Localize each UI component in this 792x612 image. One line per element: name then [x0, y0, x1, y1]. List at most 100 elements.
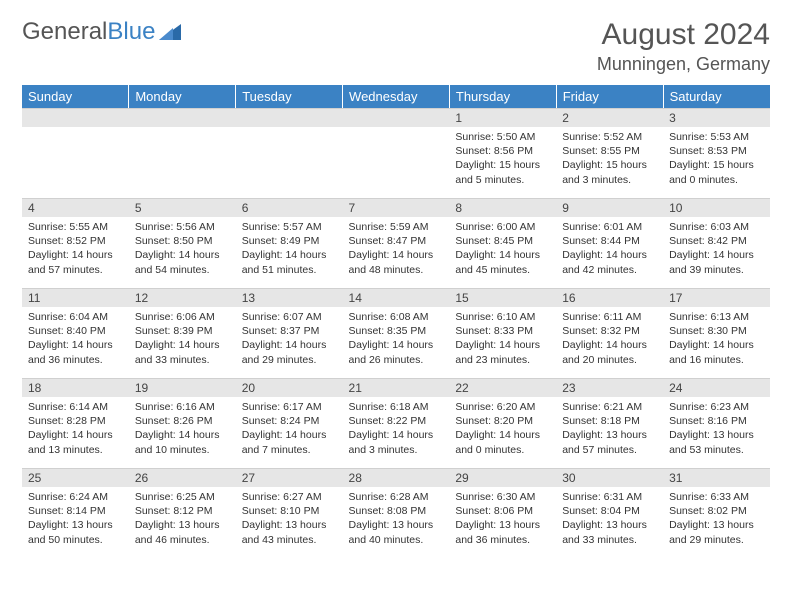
calendar-header: SundayMondayTuesdayWednesdayThursdayFrid…: [22, 85, 770, 108]
calendar-cell: 9Sunrise: 6:01 AMSunset: 8:44 PMDaylight…: [556, 198, 663, 288]
day-number: 10: [663, 198, 770, 217]
sunrise-line: Sunrise: 6:31 AM: [562, 490, 657, 504]
daylight-line: Daylight: 14 hours and 57 minutes.: [28, 248, 123, 276]
day-number: 22: [449, 378, 556, 397]
sunset-line: Sunset: 8:20 PM: [455, 414, 550, 428]
sunrise-line: Sunrise: 6:17 AM: [242, 400, 337, 414]
day-details: Sunrise: 6:24 AMSunset: 8:14 PMDaylight:…: [22, 487, 129, 553]
day-details: Sunrise: 6:25 AMSunset: 8:12 PMDaylight:…: [129, 487, 236, 553]
calendar-cell: 7Sunrise: 5:59 AMSunset: 8:47 PMDaylight…: [343, 198, 450, 288]
day-number: 12: [129, 288, 236, 307]
sunrise-line: Sunrise: 5:52 AM: [562, 130, 657, 144]
daylight-line: Daylight: 13 hours and 50 minutes.: [28, 518, 123, 546]
header: GeneralBlue August 2024 Munningen, Germa…: [22, 18, 770, 75]
calendar-cell: 22Sunrise: 6:20 AMSunset: 8:20 PMDayligh…: [449, 378, 556, 468]
sunset-line: Sunset: 8:56 PM: [455, 144, 550, 158]
day-number: 26: [129, 468, 236, 487]
day-number: 3: [663, 108, 770, 127]
daylight-line: Daylight: 14 hours and 0 minutes.: [455, 428, 550, 456]
calendar-cell: 24Sunrise: 6:23 AMSunset: 8:16 PMDayligh…: [663, 378, 770, 468]
day-number: 9: [556, 198, 663, 217]
day-number: 11: [22, 288, 129, 307]
calendar-cell: 25Sunrise: 6:24 AMSunset: 8:14 PMDayligh…: [22, 468, 129, 558]
calendar-cell: 2Sunrise: 5:52 AMSunset: 8:55 PMDaylight…: [556, 108, 663, 198]
sunset-line: Sunset: 8:22 PM: [349, 414, 444, 428]
logo: GeneralBlue: [22, 18, 181, 46]
daylight-line: Daylight: 14 hours and 7 minutes.: [242, 428, 337, 456]
sunset-line: Sunset: 8:02 PM: [669, 504, 764, 518]
daylight-line: Daylight: 15 hours and 3 minutes.: [562, 158, 657, 186]
daylight-line: Daylight: 13 hours and 29 minutes.: [669, 518, 764, 546]
calendar-cell: 27Sunrise: 6:27 AMSunset: 8:10 PMDayligh…: [236, 468, 343, 558]
day-details: Sunrise: 6:28 AMSunset: 8:08 PMDaylight:…: [343, 487, 450, 553]
day-details: Sunrise: 6:07 AMSunset: 8:37 PMDaylight:…: [236, 307, 343, 373]
sunrise-line: Sunrise: 6:11 AM: [562, 310, 657, 324]
calendar-cell: 6Sunrise: 5:57 AMSunset: 8:49 PMDaylight…: [236, 198, 343, 288]
sunset-line: Sunset: 8:12 PM: [135, 504, 230, 518]
calendar-cell: 12Sunrise: 6:06 AMSunset: 8:39 PMDayligh…: [129, 288, 236, 378]
sunset-line: Sunset: 8:10 PM: [242, 504, 337, 518]
day-number: 27: [236, 468, 343, 487]
day-number: 7: [343, 198, 450, 217]
calendar-week: 11Sunrise: 6:04 AMSunset: 8:40 PMDayligh…: [22, 288, 770, 378]
title-block: August 2024 Munningen, Germany: [597, 18, 770, 75]
day-details: Sunrise: 6:06 AMSunset: 8:39 PMDaylight:…: [129, 307, 236, 373]
sunset-line: Sunset: 8:26 PM: [135, 414, 230, 428]
sunset-line: Sunset: 8:53 PM: [669, 144, 764, 158]
sunrise-line: Sunrise: 5:50 AM: [455, 130, 550, 144]
daylight-line: Daylight: 14 hours and 54 minutes.: [135, 248, 230, 276]
calendar-cell: 11Sunrise: 6:04 AMSunset: 8:40 PMDayligh…: [22, 288, 129, 378]
day-details: [129, 127, 236, 187]
sunset-line: Sunset: 8:50 PM: [135, 234, 230, 248]
sunrise-line: Sunrise: 6:25 AM: [135, 490, 230, 504]
day-details: [236, 127, 343, 187]
calendar-cell: [343, 108, 450, 198]
sunrise-line: Sunrise: 6:24 AM: [28, 490, 123, 504]
sunset-line: Sunset: 8:37 PM: [242, 324, 337, 338]
weekday-header: Friday: [556, 85, 663, 108]
sunset-line: Sunset: 8:04 PM: [562, 504, 657, 518]
sunrise-line: Sunrise: 6:06 AM: [135, 310, 230, 324]
sunset-line: Sunset: 8:18 PM: [562, 414, 657, 428]
sunset-line: Sunset: 8:42 PM: [669, 234, 764, 248]
calendar-cell: [236, 108, 343, 198]
daylight-line: Daylight: 15 hours and 0 minutes.: [669, 158, 764, 186]
day-details: Sunrise: 5:59 AMSunset: 8:47 PMDaylight:…: [343, 217, 450, 283]
day-details: Sunrise: 6:21 AMSunset: 8:18 PMDaylight:…: [556, 397, 663, 463]
day-details: Sunrise: 6:08 AMSunset: 8:35 PMDaylight:…: [343, 307, 450, 373]
logo-text-b: Blue: [107, 18, 155, 45]
sunrise-line: Sunrise: 6:27 AM: [242, 490, 337, 504]
sunrise-line: Sunrise: 6:33 AM: [669, 490, 764, 504]
day-number: 14: [343, 288, 450, 307]
sunrise-line: Sunrise: 6:30 AM: [455, 490, 550, 504]
calendar-body: 1Sunrise: 5:50 AMSunset: 8:56 PMDaylight…: [22, 108, 770, 558]
day-number: 5: [129, 198, 236, 217]
weekday-header: Thursday: [449, 85, 556, 108]
daylight-line: Daylight: 13 hours and 33 minutes.: [562, 518, 657, 546]
calendar-week: 18Sunrise: 6:14 AMSunset: 8:28 PMDayligh…: [22, 378, 770, 468]
daylight-line: Daylight: 14 hours and 23 minutes.: [455, 338, 550, 366]
sunrise-line: Sunrise: 6:20 AM: [455, 400, 550, 414]
day-details: Sunrise: 6:20 AMSunset: 8:20 PMDaylight:…: [449, 397, 556, 463]
day-details: [22, 127, 129, 187]
day-details: Sunrise: 6:33 AMSunset: 8:02 PMDaylight:…: [663, 487, 770, 553]
calendar-cell: 30Sunrise: 6:31 AMSunset: 8:04 PMDayligh…: [556, 468, 663, 558]
daylight-line: Daylight: 14 hours and 33 minutes.: [135, 338, 230, 366]
daylight-line: Daylight: 14 hours and 39 minutes.: [669, 248, 764, 276]
weekday-header: Tuesday: [236, 85, 343, 108]
sunset-line: Sunset: 8:24 PM: [242, 414, 337, 428]
sunrise-line: Sunrise: 6:28 AM: [349, 490, 444, 504]
calendar-cell: 26Sunrise: 6:25 AMSunset: 8:12 PMDayligh…: [129, 468, 236, 558]
calendar-table: SundayMondayTuesdayWednesdayThursdayFrid…: [22, 85, 770, 558]
calendar-cell: 5Sunrise: 5:56 AMSunset: 8:50 PMDaylight…: [129, 198, 236, 288]
daylight-line: Daylight: 14 hours and 51 minutes.: [242, 248, 337, 276]
daylight-line: Daylight: 14 hours and 16 minutes.: [669, 338, 764, 366]
calendar-cell: 3Sunrise: 5:53 AMSunset: 8:53 PMDaylight…: [663, 108, 770, 198]
sunrise-line: Sunrise: 5:57 AM: [242, 220, 337, 234]
sunset-line: Sunset: 8:47 PM: [349, 234, 444, 248]
day-number: 24: [663, 378, 770, 397]
day-details: Sunrise: 6:30 AMSunset: 8:06 PMDaylight:…: [449, 487, 556, 553]
sunset-line: Sunset: 8:33 PM: [455, 324, 550, 338]
daylight-line: Daylight: 14 hours and 3 minutes.: [349, 428, 444, 456]
sunset-line: Sunset: 8:55 PM: [562, 144, 657, 158]
